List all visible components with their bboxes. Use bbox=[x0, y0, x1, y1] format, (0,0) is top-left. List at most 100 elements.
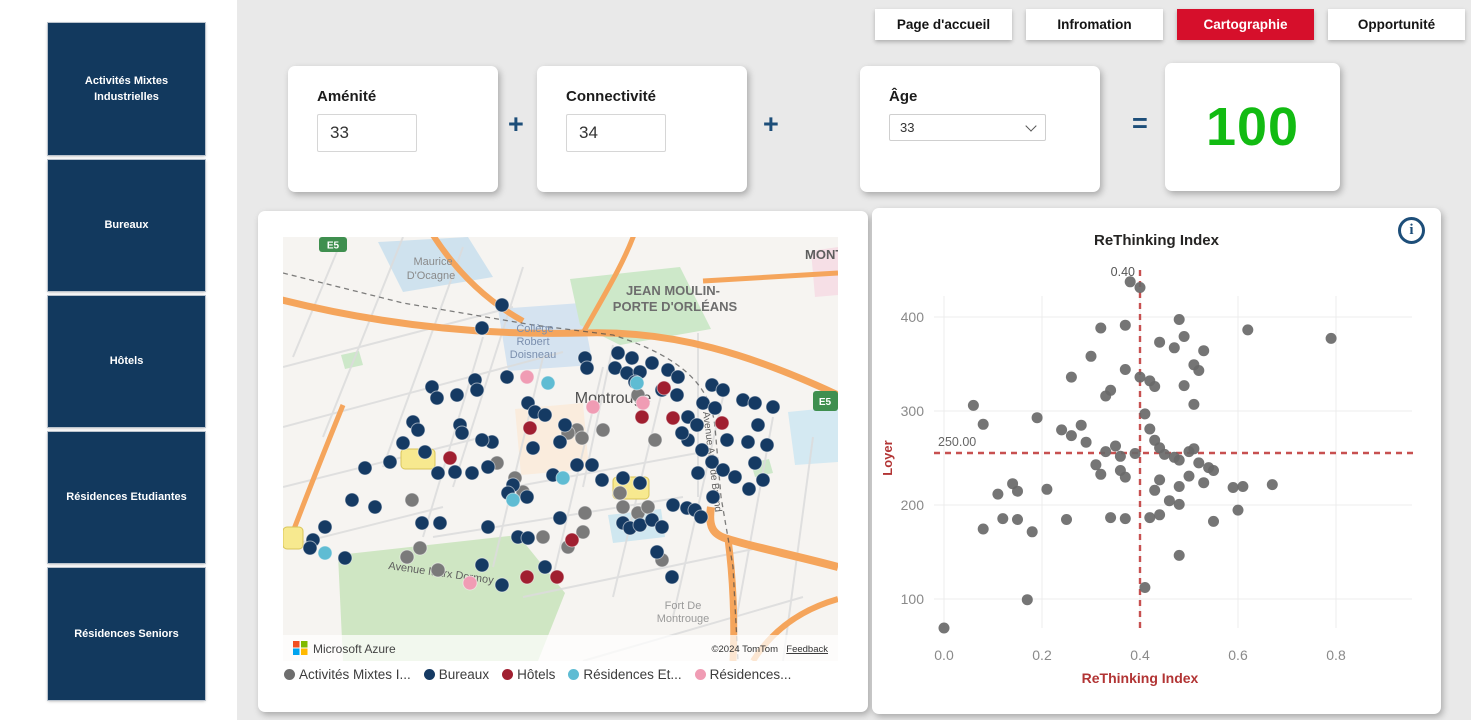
scatter-point[interactable] bbox=[938, 622, 950, 634]
map-dot-bureaux[interactable] bbox=[741, 481, 757, 497]
scatter-point[interactable] bbox=[1080, 436, 1092, 448]
scatter-point[interactable] bbox=[1163, 495, 1175, 507]
scatter-point[interactable] bbox=[1237, 481, 1249, 492]
map-dot-residences_seniors[interactable] bbox=[585, 399, 601, 415]
map-dot-bureaux[interactable] bbox=[615, 470, 631, 486]
map-dot-bureaux[interactable] bbox=[664, 569, 680, 585]
scatter-point[interactable] bbox=[1154, 509, 1166, 521]
map-dot-residences_etudiantes[interactable] bbox=[317, 545, 333, 561]
scatter-point[interactable] bbox=[1168, 342, 1180, 354]
scatter-point[interactable] bbox=[1173, 498, 1185, 510]
scatter-point[interactable] bbox=[1173, 549, 1185, 561]
scatter-point[interactable] bbox=[1134, 371, 1146, 383]
scatter-point[interactable] bbox=[1173, 481, 1185, 492]
map-dot-bureaux[interactable] bbox=[464, 465, 480, 481]
map-dot-residences_seniors[interactable] bbox=[462, 575, 478, 591]
map-dot-bureaux[interactable] bbox=[519, 489, 535, 505]
map-dot-bureaux[interactable] bbox=[610, 345, 626, 361]
scatter-point[interactable] bbox=[1021, 594, 1033, 606]
map-dot-bureaux[interactable] bbox=[382, 454, 398, 470]
map-dot-bureaux[interactable] bbox=[584, 457, 600, 473]
scatter-point[interactable] bbox=[1188, 398, 1200, 410]
scatter-point[interactable] bbox=[1208, 465, 1219, 476]
scatter-point[interactable] bbox=[1119, 513, 1131, 525]
map-dot-bureaux[interactable] bbox=[317, 519, 333, 535]
map-dot-bureaux[interactable] bbox=[447, 464, 463, 480]
map-dot-bureaux[interactable] bbox=[705, 489, 721, 505]
scatter-point[interactable] bbox=[997, 513, 1009, 525]
map-dot-hotels[interactable] bbox=[519, 569, 535, 585]
map-dot-activites[interactable] bbox=[575, 524, 591, 540]
scatter-point[interactable] bbox=[1075, 419, 1087, 431]
map-dot-bureaux[interactable] bbox=[430, 465, 446, 481]
map-dot-activites[interactable] bbox=[612, 485, 628, 501]
scatter-point[interactable] bbox=[1119, 364, 1131, 375]
map-dot-residences_etudiantes[interactable] bbox=[540, 375, 556, 391]
map-dot-bureaux[interactable] bbox=[417, 444, 433, 460]
map-dot-bureaux[interactable] bbox=[674, 425, 690, 441]
map-dot-bureaux[interactable] bbox=[337, 550, 353, 566]
scatter-point[interactable] bbox=[1139, 408, 1151, 420]
scatter-point[interactable] bbox=[967, 399, 979, 411]
map-dot-bureaux[interactable] bbox=[367, 499, 383, 515]
map-dot-bureaux[interactable] bbox=[594, 472, 610, 488]
legend-item-activites[interactable]: Activités Mixtes I... bbox=[284, 667, 411, 682]
map-dot-bureaux[interactable] bbox=[740, 434, 756, 450]
legend-item-bureaux[interactable]: Bureaux bbox=[423, 667, 489, 682]
scatter-point[interactable] bbox=[1208, 515, 1219, 527]
amenite-input[interactable] bbox=[317, 114, 417, 152]
map-dot-bureaux[interactable] bbox=[579, 360, 595, 376]
scatter-point[interactable] bbox=[1119, 471, 1131, 483]
scatter-point[interactable] bbox=[1124, 276, 1136, 288]
map-dot-bureaux[interactable] bbox=[537, 559, 553, 575]
map-dot-hotels[interactable] bbox=[634, 409, 650, 425]
scatter-point[interactable] bbox=[1227, 482, 1239, 493]
map-dot-bureaux[interactable] bbox=[694, 442, 710, 458]
map-dot-bureaux[interactable] bbox=[755, 472, 771, 488]
map-dot-activites[interactable] bbox=[535, 529, 551, 545]
map-dot-bureaux[interactable] bbox=[654, 519, 670, 535]
map-dot-bureaux[interactable] bbox=[765, 399, 781, 415]
map-dot-bureaux[interactable] bbox=[537, 407, 553, 423]
scatter-point[interactable] bbox=[1090, 459, 1102, 471]
scatter-point[interactable] bbox=[1065, 430, 1077, 442]
map-dot-activites[interactable] bbox=[412, 540, 428, 556]
map-dot-hotels[interactable] bbox=[564, 532, 580, 548]
scatter-point[interactable] bbox=[992, 488, 1004, 500]
map-dot-bureaux[interactable] bbox=[704, 454, 720, 470]
scatter-point[interactable] bbox=[1012, 485, 1023, 497]
map-dot-activites[interactable] bbox=[399, 549, 415, 565]
tab-cartographie[interactable]: Cartographie bbox=[1177, 9, 1314, 40]
scatter-point[interactable] bbox=[1110, 440, 1121, 452]
scatter-point[interactable] bbox=[1114, 450, 1126, 462]
scatter-point[interactable] bbox=[1041, 483, 1053, 495]
scatter-point[interactable] bbox=[1129, 448, 1141, 459]
map-dot-bureaux[interactable] bbox=[747, 455, 763, 471]
legend-item-residences-etudiantes[interactable]: Résidences Et... bbox=[568, 667, 682, 682]
scatter-point[interactable] bbox=[1266, 479, 1278, 491]
map-dot-hotels[interactable] bbox=[522, 420, 538, 436]
tab-information[interactable]: Infromation bbox=[1026, 9, 1163, 40]
age-dropdown[interactable]: 33 bbox=[889, 114, 1046, 141]
map-dot-hotels[interactable] bbox=[665, 410, 681, 426]
sidebar-item-activites-mixtes[interactable]: Activités Mixtes Industrielles bbox=[47, 22, 206, 156]
scatter-point[interactable] bbox=[1144, 512, 1156, 524]
map-data-points[interactable] bbox=[302, 297, 781, 593]
map-dot-bureaux[interactable] bbox=[474, 432, 490, 448]
map-dot-bureaux[interactable] bbox=[454, 425, 470, 441]
scatter-point[interactable] bbox=[1198, 345, 1210, 357]
map-dot-activites[interactable] bbox=[430, 562, 446, 578]
map-dot-activites[interactable] bbox=[574, 430, 590, 446]
scatter-point[interactable] bbox=[1178, 331, 1190, 342]
scatter-point[interactable] bbox=[1085, 350, 1097, 362]
map-dot-bureaux[interactable] bbox=[727, 469, 743, 485]
scatter-plot[interactable]: 0.40 250.00 400 300 200 100 0.0 0.2 0.4 … bbox=[872, 208, 1441, 708]
map-dot-bureaux[interactable] bbox=[494, 577, 510, 593]
map-dot-bureaux[interactable] bbox=[669, 387, 685, 403]
scatter-point[interactable] bbox=[1154, 474, 1166, 486]
scatter-point[interactable] bbox=[1065, 371, 1077, 383]
scatter-point[interactable] bbox=[1144, 423, 1156, 435]
map-dot-bureaux[interactable] bbox=[715, 462, 731, 478]
map-dot-bureaux[interactable] bbox=[469, 382, 485, 398]
sidebar-item-residences-seniors[interactable]: Résidences Seniors bbox=[47, 567, 206, 701]
